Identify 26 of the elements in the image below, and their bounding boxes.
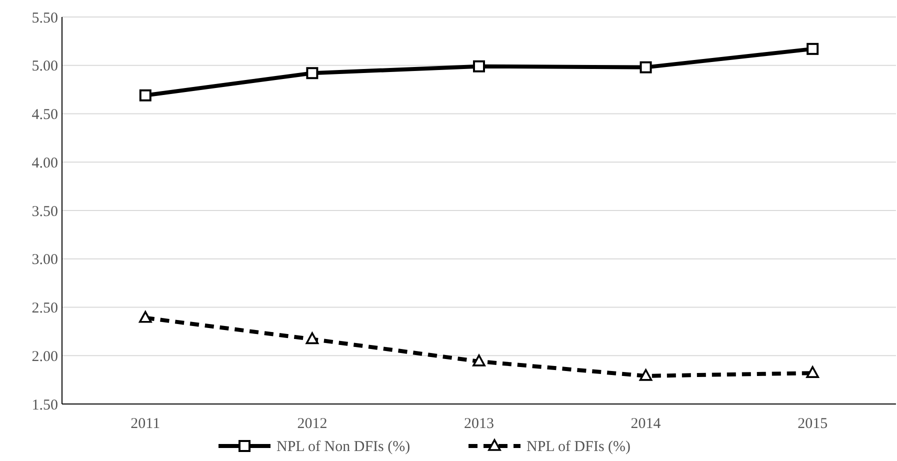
y-tick-label: 5.50 [32,10,58,26]
y-tick-label: 4.50 [32,107,58,123]
y-tick-label: 2.00 [32,348,58,365]
y-tick-label: 4.00 [32,155,58,172]
y-tick-label: 3.00 [32,252,58,268]
x-tick-label: 2013 [464,416,494,432]
x-tick-label: 2011 [130,416,160,432]
point [139,310,152,323]
y-tick-label: 1.50 [32,397,58,414]
x-tick-label: 2014 [630,416,662,432]
point [639,369,652,381]
x-tick-label: 2015 [798,416,828,432]
point [806,42,819,55]
y-tick-label: 5.00 [32,58,58,75]
y-tick-label: 3.50 [32,204,58,220]
point [473,60,485,72]
point [306,67,318,80]
y-tick-label: 2.50 [32,300,58,316]
x-tick-label: 2012 [297,416,328,432]
point [139,89,152,102]
legend-label: NPL of Non DFIs (%) [276,439,410,455]
point [306,332,319,344]
point [806,366,819,378]
legend-label: NPL of DFIs (%) [526,439,631,455]
point [472,354,486,366]
point [640,61,652,74]
